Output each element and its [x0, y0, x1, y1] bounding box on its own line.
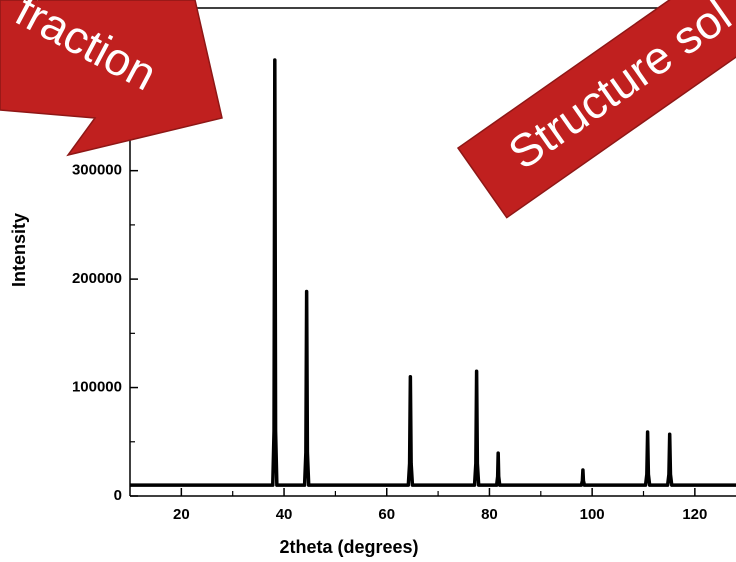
x-tick-label: 40 — [276, 506, 293, 523]
diffraction-pattern — [130, 58, 736, 487]
x-tick-label: 60 — [378, 506, 395, 523]
y-tick-label: 100000 — [72, 379, 122, 396]
x-tick-label: 100 — [580, 506, 605, 523]
arrow-shape — [0, 0, 223, 157]
x-axis-title: 2theta (degrees) — [279, 537, 418, 557]
arrow-banner: fraction — [0, 0, 223, 157]
x-tick-label: 20 — [173, 506, 190, 523]
arrow-shape — [456, 0, 736, 219]
y-tick-label: 300000 — [72, 162, 122, 179]
x-tick-label: 80 — [481, 506, 498, 523]
x-tick-label: 120 — [682, 506, 707, 523]
arrow-banner: Structure sol — [456, 0, 736, 219]
arrow-text: Structure sol — [499, 0, 736, 179]
y-tick-label: 0 — [114, 487, 122, 504]
plot-area: 0 100000 200000 300000 20 40 60 80 100 120 — [72, 58, 736, 523]
y-tick-label: 200000 — [72, 270, 122, 287]
y-axis-title: Intensity — [9, 213, 29, 287]
